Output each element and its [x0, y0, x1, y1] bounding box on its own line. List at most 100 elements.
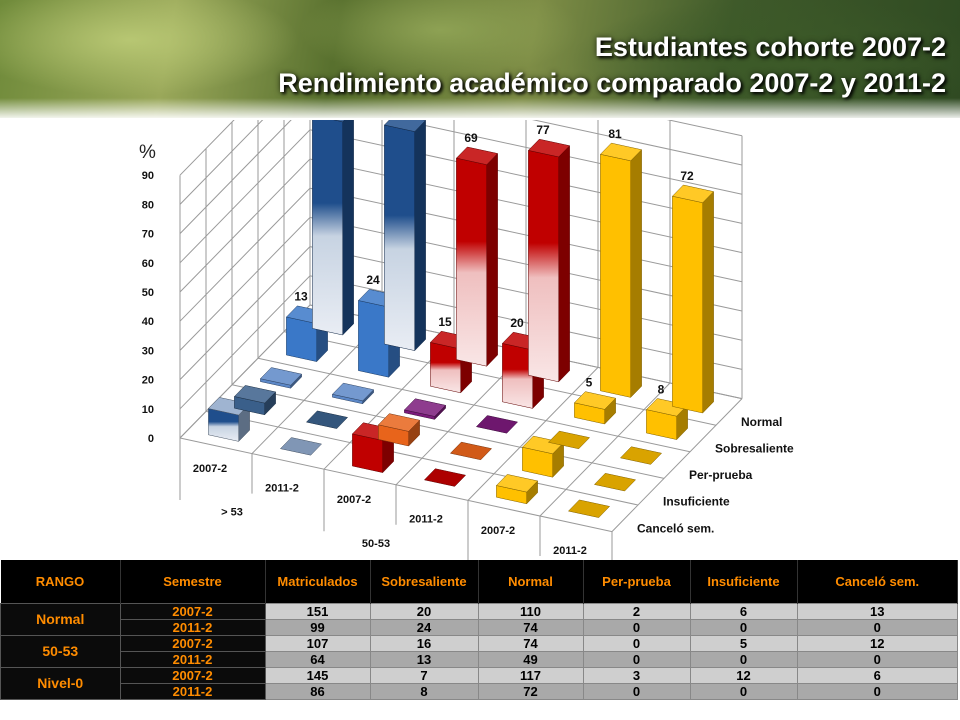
bar: [455, 146, 499, 367]
table-row: 50-53 2007-2 107 16 74 0 5 12: [0, 635, 958, 668]
gridline: [539, 382, 671, 517]
data-label: 72: [680, 169, 694, 183]
gridline: [283, 331, 717, 426]
cancelo-cell: 13: [796, 603, 958, 620]
gridline: [205, 410, 639, 506]
data-label: 24: [366, 273, 380, 287]
matriculados-cell: 145: [264, 667, 371, 684]
insuficiente-cell: 6: [689, 603, 798, 620]
semestre-cell: 2011-2: [119, 651, 266, 668]
bar-top: [377, 413, 421, 432]
header-sobresaliente: Sobresaliente: [370, 560, 479, 604]
cancelo-cell: 0: [796, 619, 958, 636]
data-label: 69: [464, 131, 478, 145]
y-unit-label: %: [139, 142, 156, 163]
bar-top: [527, 138, 571, 158]
header-per-prueba: Per-prueba: [583, 560, 691, 604]
bar: [207, 397, 251, 443]
bar: [331, 382, 375, 405]
bar: [521, 435, 565, 478]
data-label: 77: [536, 123, 550, 137]
bar-front: [456, 157, 487, 367]
matriculados-cell: 99: [264, 619, 371, 636]
x-tick-label: 2007-2: [193, 463, 227, 475]
bar-top: [455, 146, 499, 165]
bar: [495, 474, 539, 505]
matriculados-cell: 64: [264, 651, 371, 668]
y-tick-label: 60: [142, 258, 154, 270]
bar-top: [383, 120, 427, 132]
y-tick-label: 20: [142, 375, 154, 387]
bar-top: [495, 474, 539, 493]
bar-side: [486, 152, 498, 367]
page-subtitle: Rendimiento académico comparado 2007-2 y…: [278, 68, 946, 98]
3d-column-chart: 0102030405060708090737569778172132415205…: [142, 120, 794, 560]
sobresaliente-cell: 13: [369, 651, 479, 668]
bar-side: [558, 145, 570, 383]
bar: [259, 367, 303, 389]
data-label: 5: [586, 376, 593, 390]
bar-side: [414, 120, 426, 352]
data-label: 15: [438, 315, 452, 329]
rango-cell: Normal: [0, 603, 121, 636]
cancelo-cell: 12: [796, 635, 958, 652]
header-banner: Estudiantes cohorte 2007-2 Rendimiento a…: [0, 0, 960, 118]
normal-cell: 74: [477, 635, 584, 652]
insuficiente-cell: 5: [689, 635, 798, 652]
bar-top: [599, 142, 643, 162]
table-row: 2011-2 64 13 49 0 0 0: [1, 651, 958, 668]
bar-top: [331, 382, 375, 402]
bar-side: [702, 190, 714, 414]
normal-cell: 110: [477, 603, 584, 620]
page-title: Estudiantes cohorte 2007-2: [594, 32, 946, 62]
bar-front: [672, 195, 703, 414]
series-axis-label: Canceló sem.: [637, 521, 714, 535]
bar-front: [384, 124, 415, 351]
sobresaliente-cell: 16: [369, 635, 479, 652]
y-tick-label: 70: [142, 229, 154, 241]
x-tick-label: 2011-2: [409, 514, 443, 526]
bar: [403, 398, 447, 421]
bar-floor-marker: [279, 437, 323, 456]
bar: [377, 413, 421, 447]
bar-floor-marker: [593, 473, 637, 492]
per-prueba-cell: 0: [582, 635, 691, 652]
semestre-cell: 2007-2: [119, 667, 266, 684]
bar-floor-marker: [619, 446, 663, 465]
series-axis-label: Normal: [741, 415, 782, 429]
y-tick-label: 0: [148, 433, 154, 445]
series-axis-label: Per-prueba: [689, 468, 753, 482]
cancelo-cell: 6: [796, 667, 958, 684]
x-tick-label: 2007-2: [481, 525, 515, 537]
table-row: 2011-2 99 24 74 0 0 0: [1, 619, 958, 636]
y-tick-label: 30: [142, 345, 154, 357]
gridline: [231, 384, 665, 479]
x-tick-label: 2007-2: [337, 494, 371, 506]
header-semestre: Semestre: [120, 560, 266, 604]
semestre-cell: 2011-2: [119, 619, 266, 636]
bar-front: [312, 120, 343, 336]
bar: [527, 138, 571, 383]
semestre-cell: 2007-2: [119, 635, 266, 652]
normal-cell: 74: [477, 619, 584, 636]
sobresaliente-cell: 24: [369, 619, 479, 636]
insuficiente-cell: 0: [689, 651, 798, 668]
bar-top: [333, 120, 345, 123]
table-header-row: RANGO Semestre Matriculados Sobresalient…: [0, 560, 958, 604]
bar-front: [528, 150, 559, 383]
rango-cell: Nivel-0: [0, 667, 121, 700]
header-normal: Normal: [478, 560, 584, 604]
bar-top: [671, 184, 715, 203]
bar-floor-marker: [305, 410, 349, 429]
x-tick-label: 2011-2: [553, 545, 587, 557]
bar-floor-marker: [449, 441, 493, 461]
table-row: 2011-2 86 8 72 0 0 0: [1, 683, 958, 700]
data-table: RANGO Semestre Matriculados Sobresalient…: [0, 560, 958, 700]
gridline: [179, 120, 743, 176]
bar-top: [233, 385, 277, 404]
normal-cell: 49: [477, 651, 584, 668]
insuficiente-cell: 0: [689, 683, 798, 700]
bar-floor-marker: [567, 499, 611, 518]
per-prueba-cell: 0: [582, 619, 691, 636]
header-rango: RANGO: [0, 560, 121, 604]
